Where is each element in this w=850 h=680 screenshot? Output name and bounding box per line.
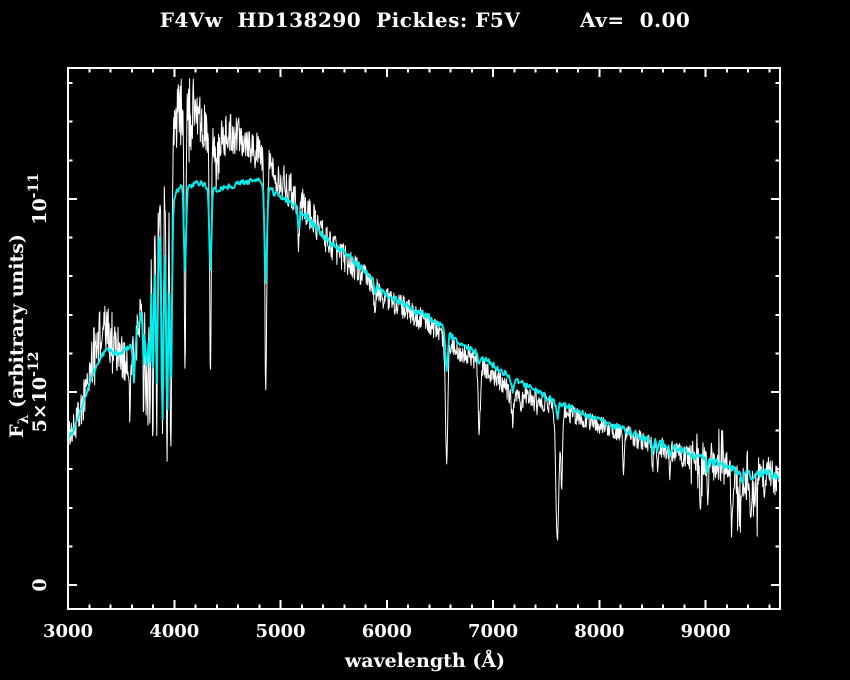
- y-axis-title-subscript: λ: [15, 414, 32, 425]
- x-tick-label: 9000: [681, 621, 731, 642]
- template-spectrum-line: [68, 177, 780, 484]
- y-tick-label-base: 10: [29, 198, 51, 224]
- plot-frame-and-ticks: [67, 67, 781, 610]
- x-tick-label: 5000: [255, 621, 305, 642]
- observed-spectrum-line: [68, 78, 780, 541]
- x-tick-label: 3000: [43, 621, 93, 642]
- x-axis-title: wavelength (Å): [344, 650, 506, 672]
- y-tick-label-exponent: -12: [26, 352, 42, 377]
- y-tick-labels: 0 5×10-12 10-11: [26, 173, 51, 592]
- y-tick-label: 10-11: [26, 173, 51, 225]
- y-axis-title-prefix: F: [6, 424, 28, 438]
- x-tick-label: 4000: [149, 621, 199, 642]
- plot-title: F4Vw HD138290 Pickles: F5V Av= 0.00: [159, 8, 691, 32]
- x-tick-label: 6000: [362, 621, 412, 642]
- x-tick-label: 8000: [574, 621, 624, 642]
- y-tick-label-base: 0: [29, 578, 51, 591]
- y-tick-label-exponent: -11: [26, 173, 42, 198]
- x-tick-label: 7000: [468, 621, 518, 642]
- y-tick-label: 0: [29, 578, 51, 591]
- plot-frame: [67, 67, 781, 610]
- y-axis-title-suffix: (arbitrary units): [6, 234, 28, 415]
- spectra-series: [68, 78, 780, 541]
- y-axis-title: Fλ (arbitrary units): [6, 211, 32, 461]
- y-tick-label-base: 5×10: [29, 377, 51, 433]
- y-tick-label: 5×10-12: [26, 352, 51, 433]
- x-tick-labels: 3000 4000 5000 6000 7000 8000 9000: [43, 621, 731, 642]
